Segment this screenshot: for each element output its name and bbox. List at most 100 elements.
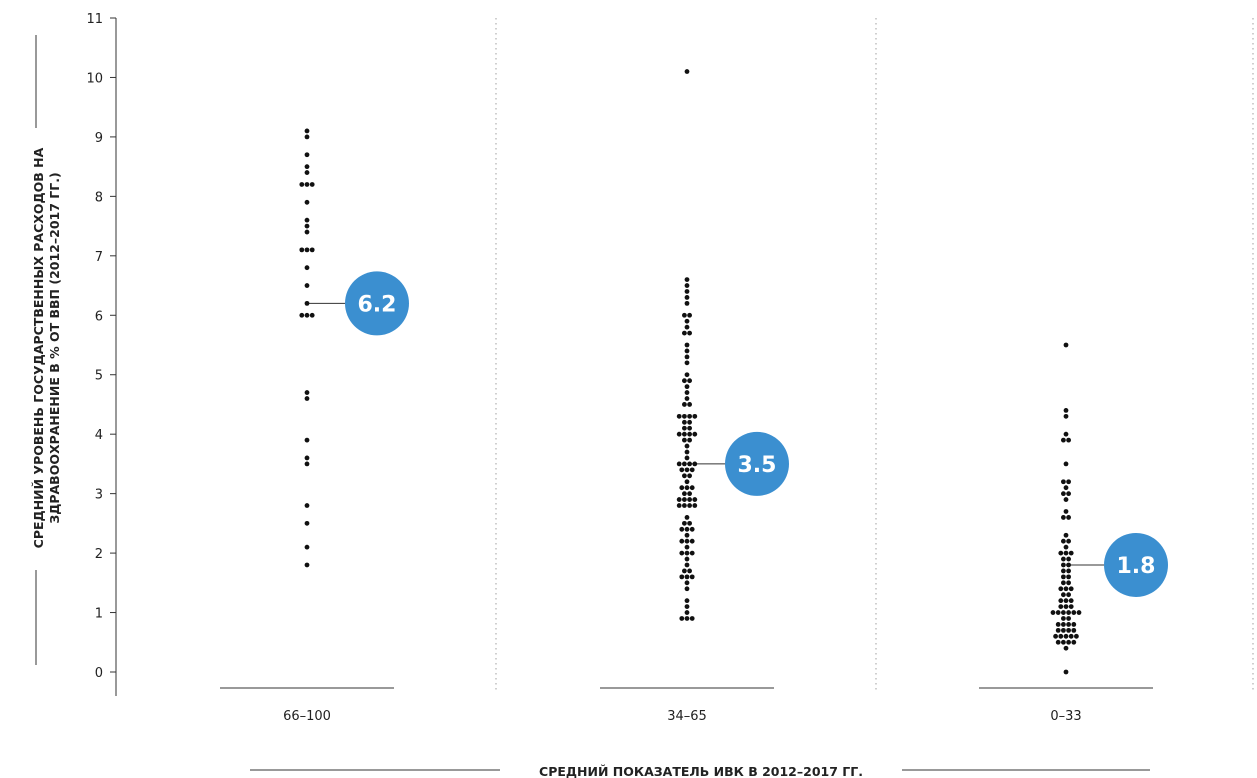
- data-point: [1063, 544, 1069, 550]
- data-point: [1071, 639, 1077, 645]
- data-point: [1063, 604, 1069, 609]
- data-point: [1068, 550, 1074, 556]
- data-point: [684, 598, 690, 604]
- data-point: [304, 265, 310, 271]
- data-point: [1068, 586, 1074, 592]
- data-point: [1068, 598, 1074, 604]
- data-point: [1063, 497, 1069, 502]
- data-point: [684, 455, 690, 461]
- data-point: [679, 574, 685, 580]
- y-tick-label-8: 8: [95, 190, 103, 205]
- y-tick-label-1: 1: [95, 607, 103, 622]
- data-point: [1061, 592, 1066, 598]
- data-point: [679, 526, 685, 532]
- data-point: [682, 378, 687, 384]
- data-point: [299, 312, 305, 318]
- median-label-2: 3.5: [738, 453, 777, 478]
- data-point: [304, 152, 310, 158]
- data-point: [299, 247, 305, 253]
- data-point: [1071, 622, 1077, 627]
- data-point: [1063, 598, 1069, 604]
- data-point: [689, 574, 695, 580]
- data-point: [1066, 610, 1071, 615]
- data-point: [1055, 610, 1061, 615]
- data-point: [304, 300, 310, 306]
- data-point: [684, 532, 690, 538]
- data-point: [684, 318, 690, 324]
- data-points: [299, 69, 1082, 675]
- data-point: [687, 431, 692, 437]
- data-point: [1063, 413, 1069, 419]
- data-point: [309, 312, 315, 318]
- data-point: [684, 390, 690, 395]
- data-point: [676, 431, 682, 437]
- data-point: [304, 217, 310, 223]
- data-point: [1063, 509, 1069, 514]
- data-point: [1066, 491, 1071, 497]
- data-point: [1061, 562, 1066, 568]
- data-point: [1071, 610, 1077, 615]
- data-point: [1053, 633, 1058, 639]
- data-point: [304, 229, 310, 235]
- data-point: [304, 199, 310, 205]
- data-point: [676, 413, 682, 419]
- data-point: [304, 562, 310, 568]
- data-point: [1055, 627, 1061, 633]
- data-point: [684, 479, 690, 485]
- data-point: [1058, 550, 1064, 556]
- data-point: [1066, 592, 1071, 598]
- data-point: [304, 182, 310, 187]
- data-point: [692, 497, 698, 502]
- data-point: [682, 491, 687, 497]
- data-point: [1063, 633, 1069, 639]
- data-point: [1061, 622, 1066, 627]
- data-point: [309, 182, 315, 187]
- data-point: [1058, 586, 1064, 592]
- data-point: [1063, 461, 1069, 467]
- data-point: [684, 562, 690, 568]
- data-point: [304, 544, 310, 550]
- data-point: [684, 616, 690, 621]
- data-point: [682, 425, 687, 431]
- y-axis-title-line-1: СРЕДНИЙ УРОВЕНЬ ГОСУДАРСТВЕННЫХ РАСХОДОВ…: [31, 147, 46, 548]
- data-point: [684, 324, 690, 330]
- data-point: [1066, 437, 1071, 443]
- data-point: [687, 473, 692, 479]
- data-point: [1061, 515, 1066, 520]
- data-point: [1061, 556, 1066, 562]
- data-point: [684, 538, 690, 544]
- data-point: [1061, 437, 1066, 443]
- median-markers: 6.2 3.5 1.8: [307, 271, 1168, 597]
- data-point: [689, 538, 695, 544]
- data-point: [684, 289, 690, 294]
- data-point: [687, 413, 692, 419]
- data-point: [682, 413, 687, 419]
- category-label-3: 0–33: [1050, 709, 1081, 724]
- data-point: [684, 515, 690, 520]
- data-point: [1066, 515, 1071, 520]
- data-point: [1061, 574, 1066, 580]
- data-point: [682, 402, 687, 407]
- data-point: [304, 134, 310, 140]
- data-point: [687, 520, 692, 526]
- data-point: [684, 283, 690, 288]
- data-point: [1061, 479, 1066, 485]
- data-point: [679, 538, 685, 544]
- data-point: [682, 503, 687, 508]
- data-point: [304, 247, 310, 253]
- data-point: [687, 425, 692, 431]
- data-point: [682, 419, 687, 425]
- data-point: [689, 526, 695, 532]
- data-point: [309, 247, 315, 253]
- data-point: [1063, 645, 1069, 651]
- y-tick-label-7: 7: [95, 250, 103, 265]
- data-point: [692, 461, 698, 467]
- data-point: [679, 616, 685, 621]
- data-point: [1066, 556, 1071, 562]
- data-point: [689, 550, 695, 556]
- data-point: [1066, 538, 1071, 544]
- data-point: [1066, 627, 1071, 633]
- data-point: [684, 295, 690, 300]
- data-point: [687, 503, 692, 508]
- data-point: [304, 283, 310, 288]
